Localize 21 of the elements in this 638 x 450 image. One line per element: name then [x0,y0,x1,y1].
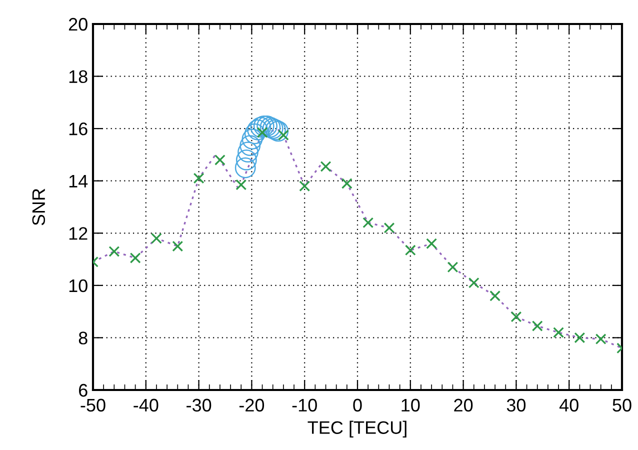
x-tick-label: 10 [402,398,420,412]
x-axis-title: TEC [TECU] [308,420,406,438]
y-tick-label: 14 [69,174,88,188]
x-tick-label: -20 [239,398,264,412]
x-tick-label: 50 [612,398,632,412]
x-tick-label: 20 [454,398,473,412]
y-tick-label: 18 [69,70,88,84]
y-tick-label: 20 [68,18,88,31]
y-axis-title: SNR [32,188,46,226]
x-tick-label: -40 [134,398,158,412]
y-tick-label: 6 [79,384,88,397]
y-tick-label: 16 [69,122,88,136]
y-tick-label: 10 [69,279,88,292]
x-tick-label: 30 [506,398,526,412]
x-tick-label: 40 [559,398,578,412]
x-tick-label: 0 [353,398,362,412]
y-tick-label: 8 [78,332,88,344]
y-tick-label: 12 [69,227,88,240]
x-tick-label: -50 [80,398,106,412]
x-tick-label: -30 [186,398,212,412]
x-tick-label: -10 [292,398,317,412]
